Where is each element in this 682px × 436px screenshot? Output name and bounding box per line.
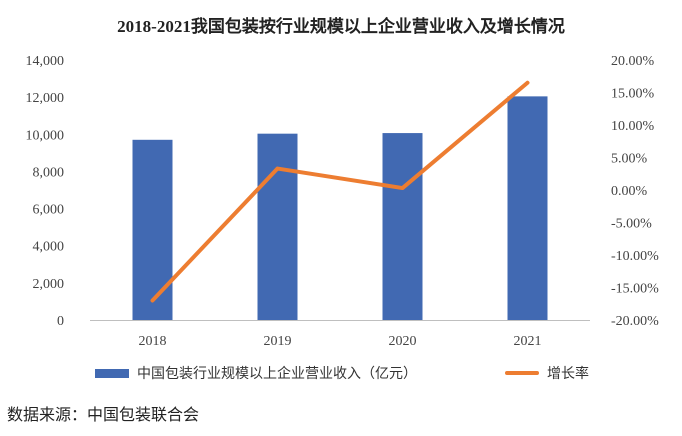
line-series bbox=[150, 80, 530, 303]
right-tick-label: 5.00% bbox=[611, 152, 648, 167]
right-tick-label: -15.00% bbox=[611, 282, 659, 297]
right-tick-label: -10.00% bbox=[611, 249, 659, 264]
bar-2021 bbox=[507, 96, 548, 320]
bar-2018 bbox=[132, 139, 173, 320]
growth-rate-line bbox=[150, 80, 530, 303]
x-axis: 2018 2019 2020 2021 bbox=[90, 320, 590, 349]
left-tick-label: 2,000 bbox=[33, 277, 65, 292]
x-tick-label-2021: 2021 bbox=[514, 334, 542, 349]
left-tick-label: 0 bbox=[57, 314, 64, 329]
left-tick-label: 14,000 bbox=[26, 54, 65, 69]
bar-series bbox=[132, 96, 548, 320]
right-tick-label: 0.00% bbox=[611, 184, 648, 199]
legend-line-swatch bbox=[505, 371, 539, 375]
left-tick-label: 8,000 bbox=[33, 165, 65, 180]
left-tick-label: 4,000 bbox=[33, 240, 65, 255]
right-tick-label: -5.00% bbox=[611, 217, 652, 232]
bar-2019 bbox=[257, 133, 298, 320]
x-tick-label-2018: 2018 bbox=[139, 334, 167, 349]
legend-label-revenue: 中国包装行业规模以上企业营业收入（亿元） bbox=[137, 366, 417, 382]
bar-2020 bbox=[382, 133, 423, 320]
left-tick-label: 10,000 bbox=[26, 128, 65, 143]
x-tick-label-2019: 2019 bbox=[264, 334, 292, 349]
right-tick-label: 10.00% bbox=[611, 119, 655, 134]
left-tick-label: 12,000 bbox=[26, 91, 65, 106]
left-y-axis: 0 2,000 4,000 6,000 8,000 10,000 12,000 14,000 bbox=[26, 54, 65, 329]
legend-item-revenue: 中国包装行业规模以上企业营业收入（亿元） bbox=[95, 363, 417, 383]
right-y-axis: -20.00% -15.00% -10.00% -5.00% 0.00% 5.00% 10.… bbox=[611, 54, 659, 329]
x-tick-label-2020: 2020 bbox=[389, 334, 417, 349]
legend-bar-swatch bbox=[95, 368, 129, 378]
chart-title: 2018-2021我国包装按行业规模以上企业营业收入及增长情况 bbox=[117, 17, 565, 36]
data-source-note: 数据来源：中国包装联合会 bbox=[7, 405, 200, 424]
legend-item-growth: 增长率 bbox=[505, 363, 589, 383]
right-tick-label: -20.00% bbox=[611, 314, 659, 329]
right-tick-label: 15.00% bbox=[611, 87, 655, 102]
right-tick-label: 20.00% bbox=[611, 54, 655, 69]
legend: 中国包装行业规模以上企业营业收入（亿元） 增长率 bbox=[95, 363, 655, 385]
legend-label-growth: 增长率 bbox=[547, 366, 589, 382]
left-tick-label: 6,000 bbox=[33, 203, 65, 218]
